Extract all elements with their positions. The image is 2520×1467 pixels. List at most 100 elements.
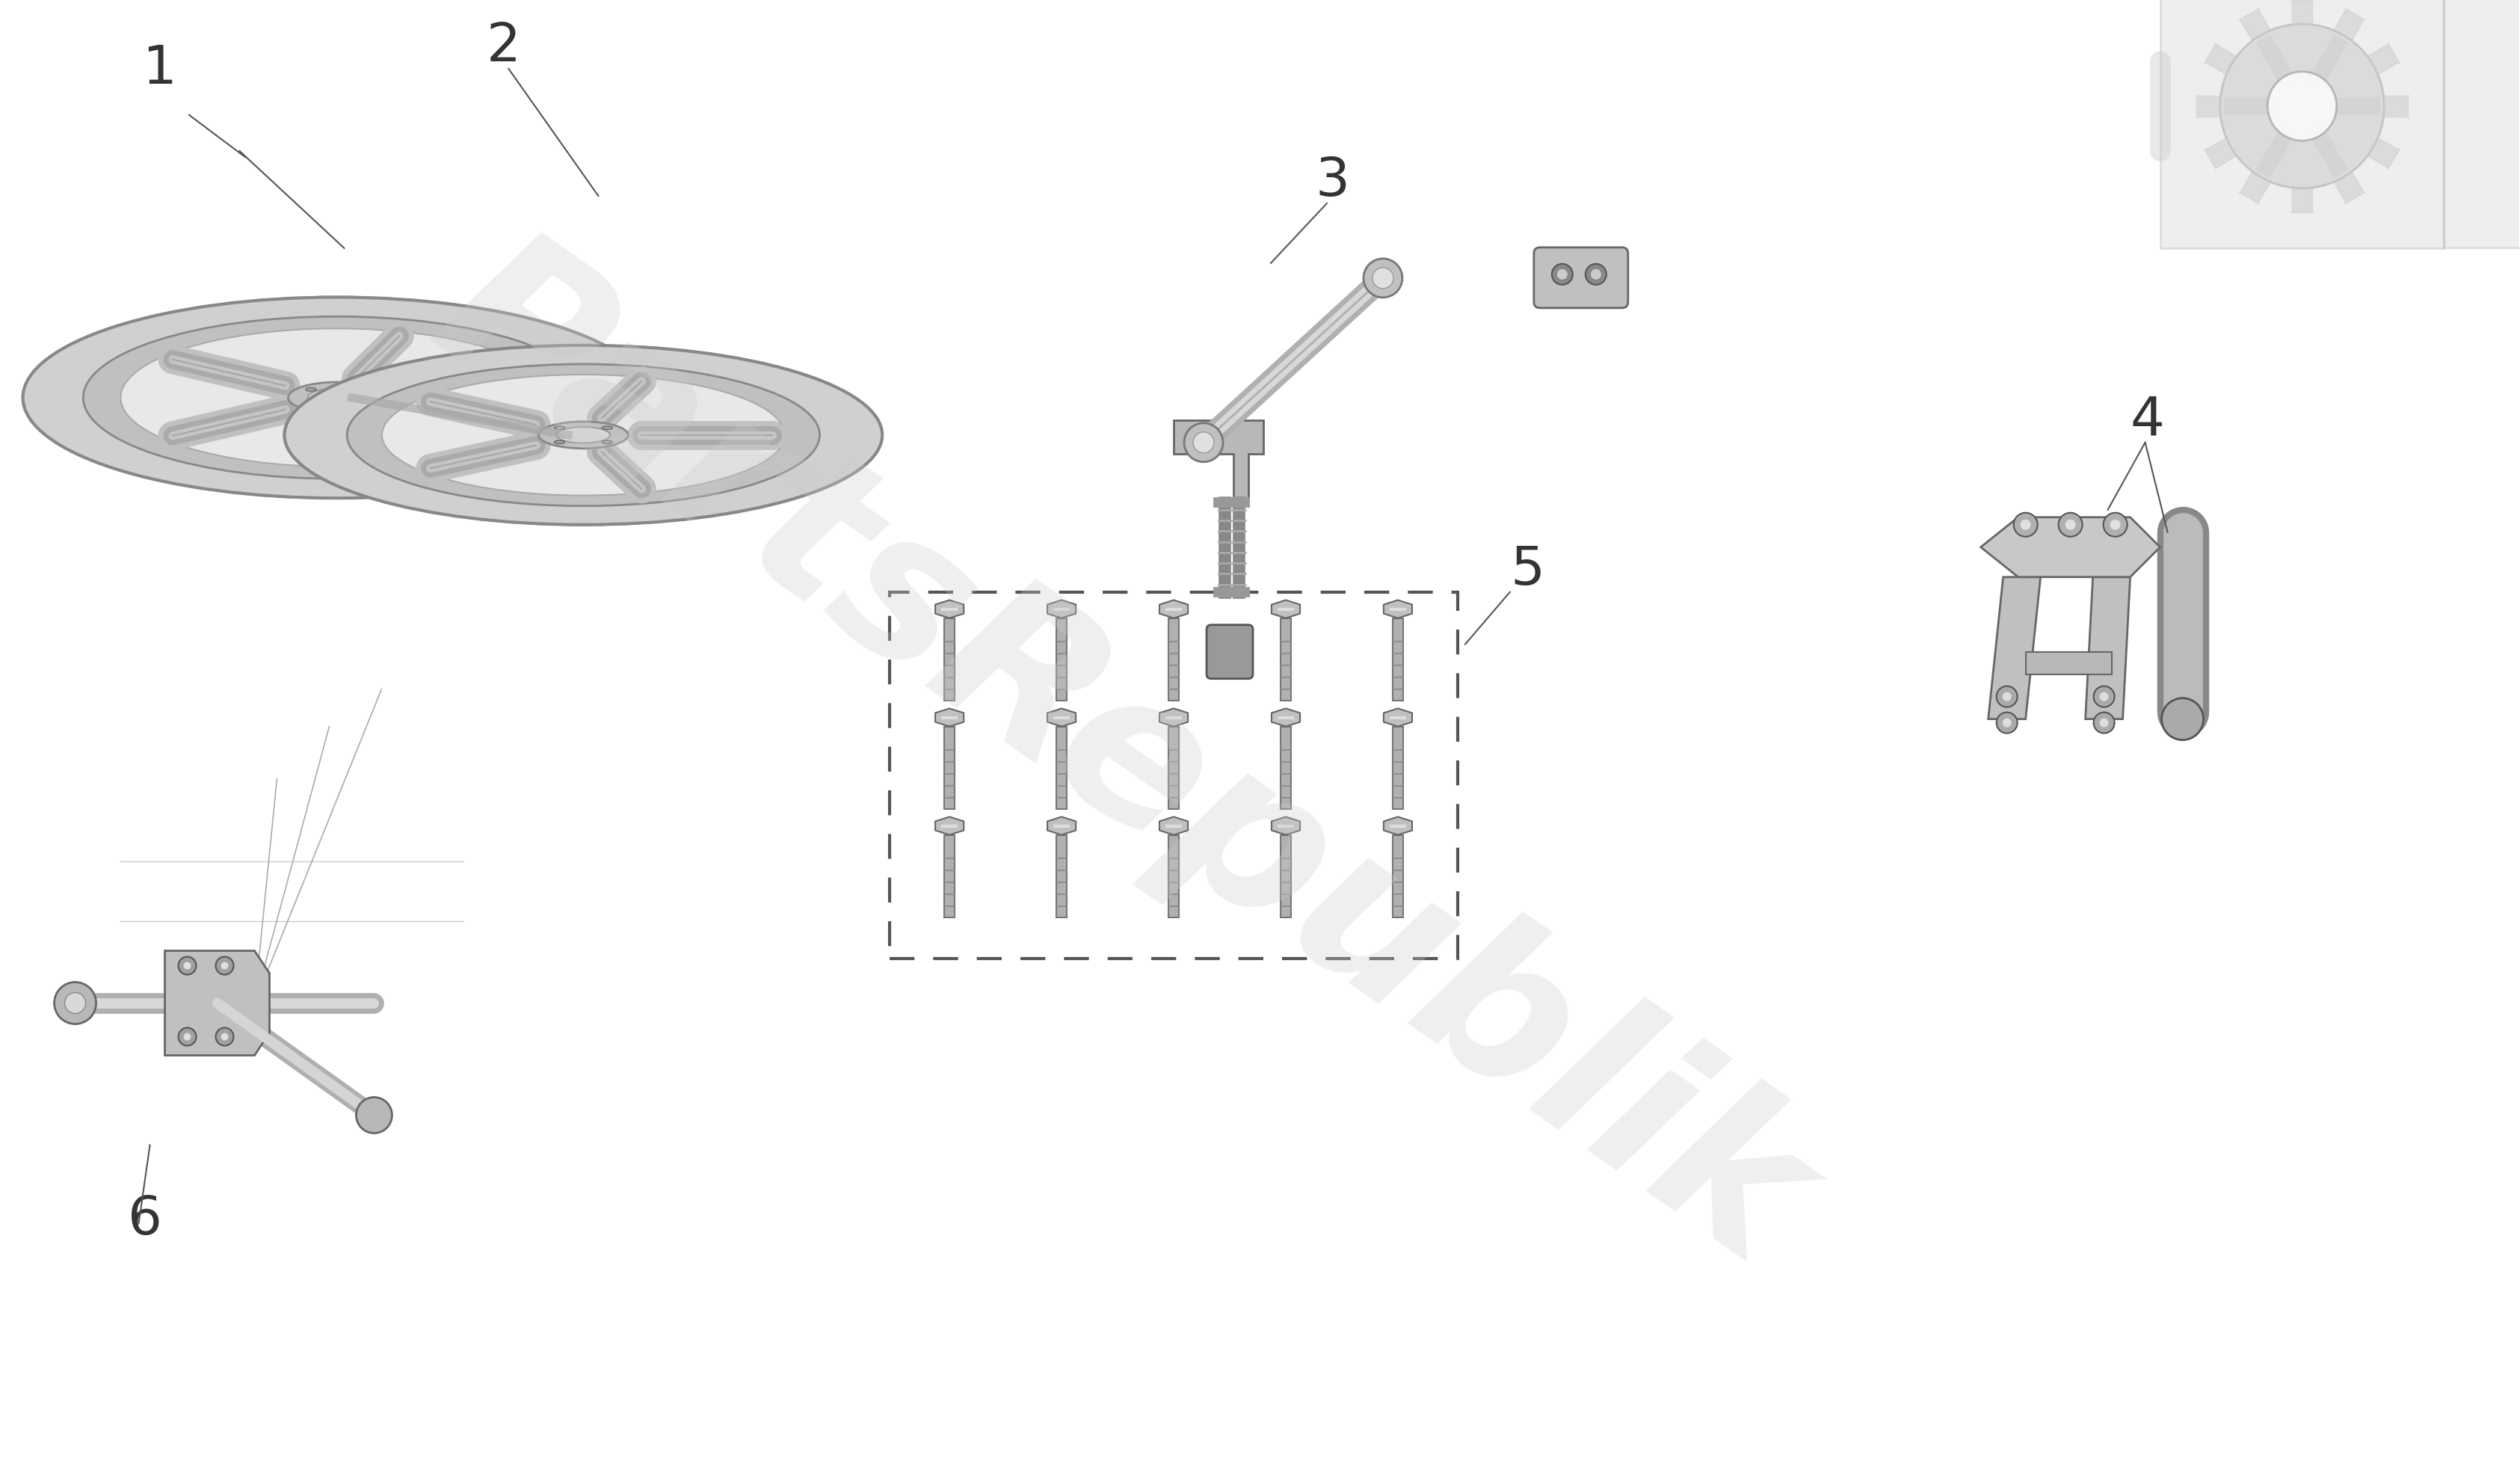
FancyBboxPatch shape xyxy=(1056,835,1066,917)
Polygon shape xyxy=(1159,709,1187,726)
Circle shape xyxy=(2099,719,2109,728)
Polygon shape xyxy=(1273,817,1300,835)
FancyArrow shape xyxy=(2205,43,2235,75)
Circle shape xyxy=(2094,713,2114,734)
Circle shape xyxy=(179,956,197,974)
Circle shape xyxy=(66,993,86,1014)
Circle shape xyxy=(2094,687,2114,707)
Circle shape xyxy=(1363,258,1401,298)
Ellipse shape xyxy=(557,427,610,443)
FancyArrow shape xyxy=(2291,188,2313,213)
Polygon shape xyxy=(935,817,963,835)
Polygon shape xyxy=(164,951,270,1055)
Circle shape xyxy=(1996,713,2019,734)
Circle shape xyxy=(2268,72,2336,141)
Circle shape xyxy=(2059,513,2082,537)
Circle shape xyxy=(217,956,234,974)
Ellipse shape xyxy=(358,405,368,408)
Circle shape xyxy=(1585,264,1605,285)
Ellipse shape xyxy=(383,374,784,496)
FancyBboxPatch shape xyxy=(945,726,955,808)
FancyArrow shape xyxy=(2334,9,2366,40)
Ellipse shape xyxy=(285,345,882,525)
Circle shape xyxy=(2162,698,2202,739)
Polygon shape xyxy=(1988,577,2041,719)
FancyBboxPatch shape xyxy=(1394,618,1404,700)
Polygon shape xyxy=(1273,709,1300,726)
Ellipse shape xyxy=(305,405,315,408)
Ellipse shape xyxy=(554,440,564,443)
Polygon shape xyxy=(1159,600,1187,618)
Text: 3: 3 xyxy=(1315,156,1351,207)
Text: 1: 1 xyxy=(144,44,176,95)
FancyBboxPatch shape xyxy=(1394,835,1404,917)
Polygon shape xyxy=(1383,600,1411,618)
Ellipse shape xyxy=(602,440,612,443)
Ellipse shape xyxy=(23,298,650,499)
Text: 4: 4 xyxy=(2129,395,2165,446)
Circle shape xyxy=(1590,268,1600,280)
Circle shape xyxy=(2104,513,2127,537)
Polygon shape xyxy=(2087,577,2129,719)
Circle shape xyxy=(2003,719,2011,728)
Text: 6: 6 xyxy=(129,1194,161,1245)
Circle shape xyxy=(1192,431,1215,453)
Ellipse shape xyxy=(287,381,386,414)
Text: PartsRepublik: PartsRepublik xyxy=(401,208,1842,1304)
FancyArrow shape xyxy=(2195,94,2220,119)
Polygon shape xyxy=(1048,709,1076,726)
Circle shape xyxy=(2021,519,2031,530)
Bar xyxy=(890,593,1457,958)
Circle shape xyxy=(2220,23,2384,188)
Ellipse shape xyxy=(121,329,552,467)
FancyBboxPatch shape xyxy=(1280,726,1290,808)
Polygon shape xyxy=(1383,817,1411,835)
Ellipse shape xyxy=(602,427,612,430)
FancyArrow shape xyxy=(2369,43,2399,75)
FancyBboxPatch shape xyxy=(1056,726,1066,808)
Polygon shape xyxy=(1048,600,1076,618)
Circle shape xyxy=(222,1033,229,1040)
FancyArrow shape xyxy=(2369,138,2399,170)
FancyBboxPatch shape xyxy=(1280,618,1290,700)
FancyBboxPatch shape xyxy=(1056,618,1066,700)
Circle shape xyxy=(184,1033,192,1040)
Polygon shape xyxy=(1981,518,2160,577)
Circle shape xyxy=(179,1028,197,1046)
FancyArrow shape xyxy=(2238,172,2271,204)
Ellipse shape xyxy=(358,387,368,392)
Circle shape xyxy=(1373,267,1394,289)
Ellipse shape xyxy=(554,427,564,430)
Circle shape xyxy=(2109,519,2119,530)
Circle shape xyxy=(355,1097,393,1133)
Polygon shape xyxy=(935,709,963,726)
FancyBboxPatch shape xyxy=(945,835,955,917)
FancyBboxPatch shape xyxy=(1280,835,1290,917)
Circle shape xyxy=(2099,692,2109,701)
Ellipse shape xyxy=(539,421,627,449)
FancyArrow shape xyxy=(2291,0,2313,23)
Polygon shape xyxy=(1383,709,1411,726)
Circle shape xyxy=(222,962,229,970)
Circle shape xyxy=(1552,264,1572,285)
Polygon shape xyxy=(2444,0,2520,248)
Polygon shape xyxy=(1048,817,1076,835)
Circle shape xyxy=(2003,692,2011,701)
Circle shape xyxy=(217,1028,234,1046)
Ellipse shape xyxy=(23,298,650,499)
FancyArrow shape xyxy=(2238,9,2271,40)
Circle shape xyxy=(55,981,96,1024)
Polygon shape xyxy=(1174,420,1263,502)
Ellipse shape xyxy=(285,345,882,525)
Polygon shape xyxy=(2160,0,2444,248)
FancyArrow shape xyxy=(2334,172,2366,204)
Polygon shape xyxy=(1273,600,1300,618)
Polygon shape xyxy=(1159,817,1187,835)
Circle shape xyxy=(2013,513,2039,537)
Ellipse shape xyxy=(83,317,590,478)
Circle shape xyxy=(1557,268,1567,280)
Circle shape xyxy=(2066,519,2076,530)
FancyArrow shape xyxy=(2205,138,2235,170)
FancyBboxPatch shape xyxy=(945,618,955,700)
Ellipse shape xyxy=(305,387,315,392)
